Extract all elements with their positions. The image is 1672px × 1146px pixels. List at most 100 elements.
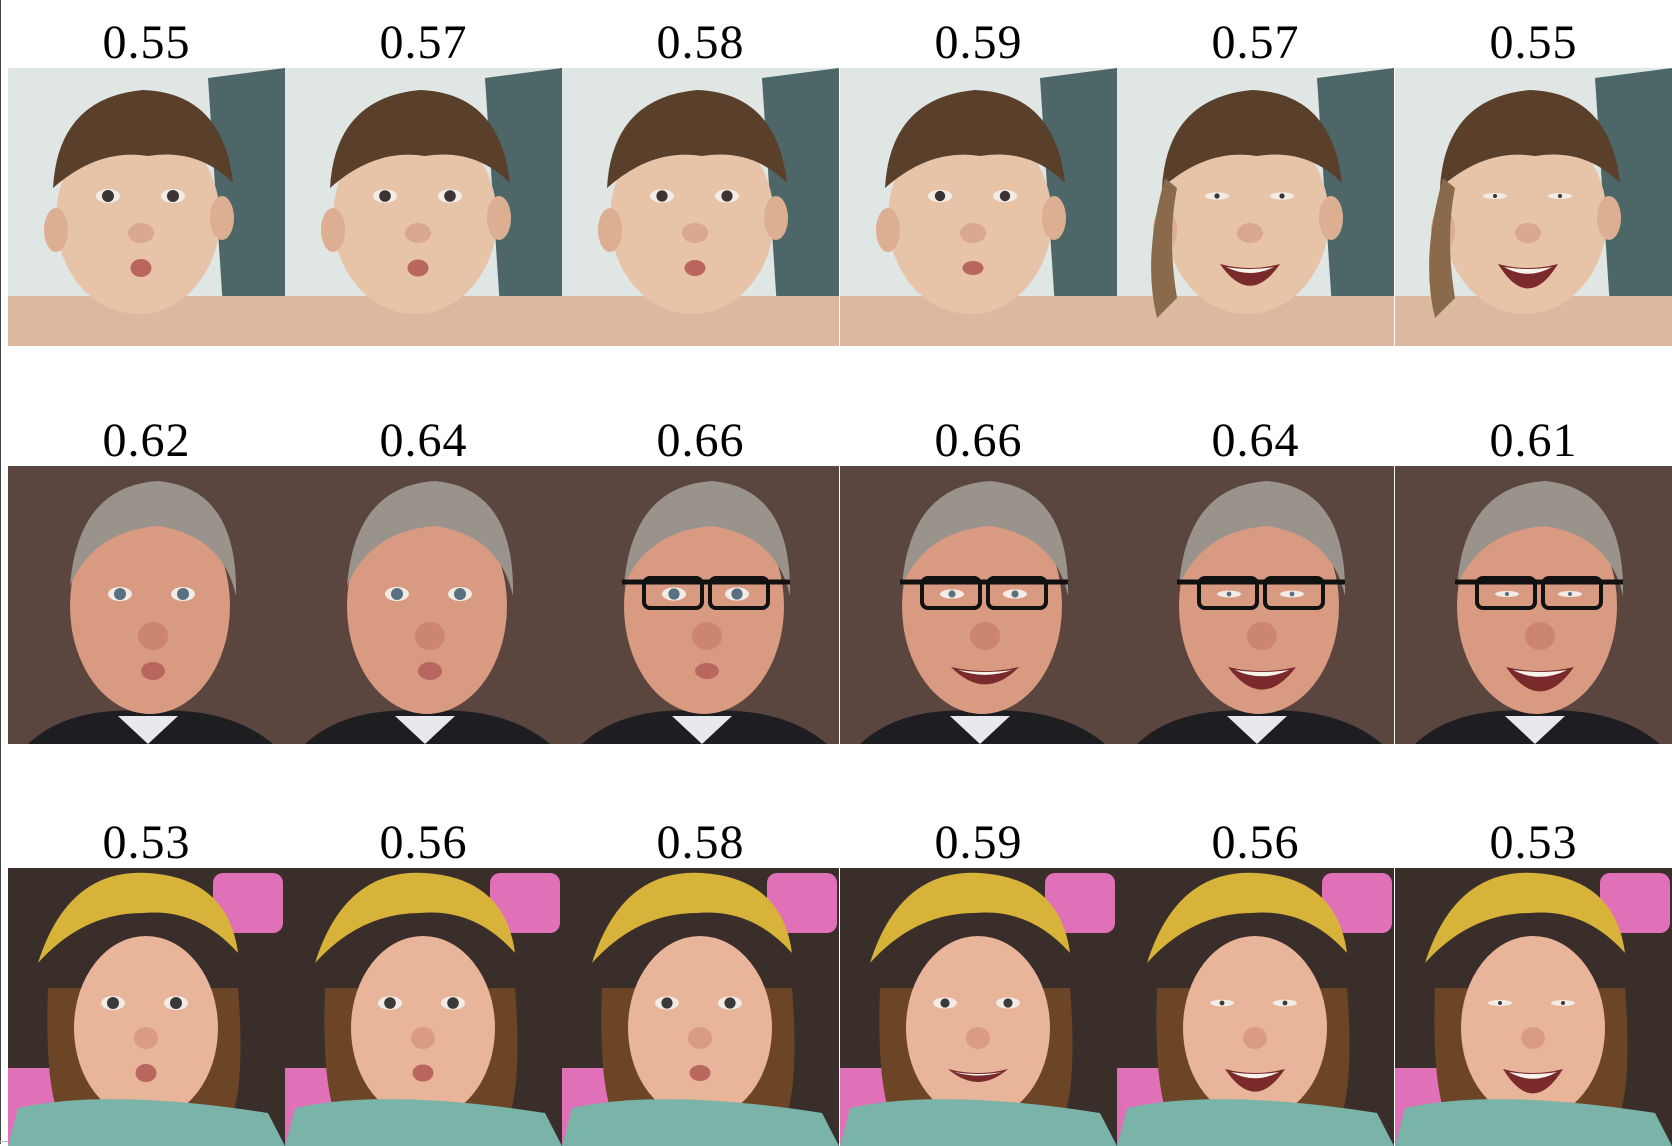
score-label: 0.58 xyxy=(656,816,745,869)
head xyxy=(1179,498,1339,714)
hair xyxy=(607,90,787,188)
iris xyxy=(391,588,403,600)
hair xyxy=(1457,481,1624,596)
shirt-collar xyxy=(950,716,1010,744)
head xyxy=(1443,122,1607,314)
shirt-collar xyxy=(672,716,732,744)
sequin-top xyxy=(1117,1099,1394,1146)
cell: 0.53 xyxy=(1395,818,1672,1146)
background-fabric xyxy=(485,68,562,318)
man-portrait xyxy=(285,466,562,744)
head xyxy=(70,498,230,714)
score-label: 0.64 xyxy=(1211,414,1300,467)
iris xyxy=(1279,193,1285,199)
score-label: 0.53 xyxy=(1489,816,1578,869)
nose xyxy=(692,622,722,650)
background-fabric xyxy=(1595,68,1672,318)
pink-pattern xyxy=(1045,873,1115,933)
girl-portrait xyxy=(840,868,1117,1146)
nose xyxy=(1521,1027,1545,1049)
hair xyxy=(1179,481,1346,596)
cell: 0.66 xyxy=(840,416,1117,744)
iris xyxy=(948,590,956,598)
ear xyxy=(210,196,234,240)
long-hair xyxy=(1429,178,1455,318)
headband xyxy=(38,872,238,963)
mouth xyxy=(141,662,165,680)
cell: 0.58 xyxy=(562,18,839,346)
background-fabric xyxy=(1317,68,1394,318)
man-portrait xyxy=(562,466,839,744)
teeth xyxy=(957,670,1013,675)
man-portrait xyxy=(1117,466,1394,744)
score-label: 0.57 xyxy=(379,16,468,69)
toddler-portrait xyxy=(8,68,285,346)
nose xyxy=(134,1027,158,1049)
iris xyxy=(1493,194,1497,198)
nose xyxy=(128,223,154,243)
iris xyxy=(661,997,673,1009)
iris xyxy=(940,998,950,1008)
ear xyxy=(321,208,345,252)
shirt-collar xyxy=(395,716,455,744)
headband xyxy=(1425,872,1625,963)
girl-portrait xyxy=(562,868,839,1146)
toddler-portrait xyxy=(285,68,562,346)
cell: 0.57 xyxy=(1117,18,1394,346)
cell: 0.55 xyxy=(8,18,285,346)
nose xyxy=(1525,622,1555,650)
girl-portrait xyxy=(1395,868,1672,1146)
iris xyxy=(177,588,189,600)
head xyxy=(1457,498,1617,714)
glasses-right-lens xyxy=(1263,576,1325,610)
teeth xyxy=(1226,267,1274,274)
teeth xyxy=(1231,1072,1279,1079)
iris xyxy=(102,190,114,202)
iris xyxy=(724,997,736,1009)
ear xyxy=(876,208,900,252)
ear xyxy=(1319,196,1343,240)
cell: 0.56 xyxy=(1117,818,1394,1146)
head xyxy=(56,122,220,314)
score-label: 0.66 xyxy=(934,414,1023,467)
toddler-portrait xyxy=(840,68,1117,346)
iris xyxy=(1003,998,1013,1008)
mouth xyxy=(407,259,429,277)
sequin-top xyxy=(840,1099,1117,1146)
teeth xyxy=(954,1072,1002,1076)
score-label: 0.55 xyxy=(1489,16,1578,69)
headband xyxy=(315,872,515,963)
nose xyxy=(1243,1027,1267,1049)
head xyxy=(888,122,1052,314)
cell: 0.59 xyxy=(840,18,1117,346)
cell: 0.56 xyxy=(285,818,562,1146)
head xyxy=(1165,122,1329,314)
hair xyxy=(347,481,514,596)
toddler-portrait xyxy=(1117,68,1394,346)
cell: 0.66 xyxy=(562,416,839,744)
sequin-top xyxy=(562,1099,839,1146)
glasses-right-lens xyxy=(708,576,770,610)
iris xyxy=(447,997,459,1009)
cell: 0.62 xyxy=(8,416,285,744)
nose xyxy=(411,1027,435,1049)
nose xyxy=(1247,622,1277,650)
mouth xyxy=(962,261,984,275)
hair xyxy=(1162,90,1342,188)
score-label: 0.56 xyxy=(1211,816,1300,869)
cell: 0.57 xyxy=(285,18,562,346)
sequin-top xyxy=(285,1099,562,1146)
cell: 0.55 xyxy=(1395,18,1672,346)
cell: 0.61 xyxy=(1395,416,1672,744)
head xyxy=(347,498,507,714)
toddler-portrait xyxy=(562,68,839,346)
teeth xyxy=(1504,267,1552,274)
ear xyxy=(487,196,511,240)
shirt-collar xyxy=(118,716,178,744)
teeth xyxy=(1234,670,1290,677)
mouth xyxy=(130,259,152,277)
pink-pattern xyxy=(1322,873,1392,933)
ear xyxy=(598,208,622,252)
nose xyxy=(960,223,986,243)
mouth xyxy=(689,1065,711,1081)
